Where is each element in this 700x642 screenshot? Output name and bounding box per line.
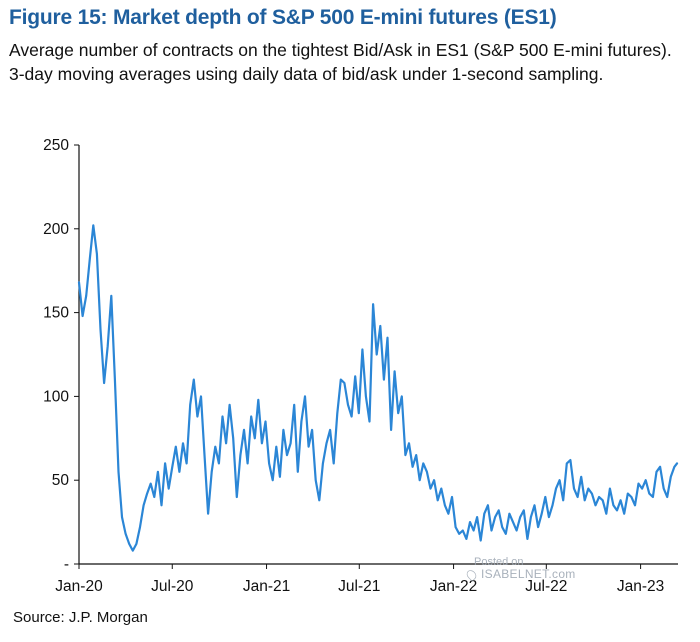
y-axis-ticks: - 50 100 150 200 250 [43,137,79,573]
x-tick-label: Jan-22 [430,578,477,595]
chart-axes [78,145,678,565]
x-tick-label: Jul-21 [338,578,380,595]
figure-subtitle: Average number of contracts on the tight… [9,40,672,84]
x-axis-ticks: Jan-20 Jul-20 Jan-21 Jul-21 Jan-22 Jul-22 Jan-… [55,564,664,595]
watermark-line1: Posted on [474,556,524,568]
figure-title: Figure 15: Market depth of S&P 500 E-min… [9,6,557,29]
y-tick-label: 200 [43,221,69,238]
x-tick-label: Jul-22 [525,578,567,595]
x-tick-label: Jan-20 [55,578,103,595]
y-tick-label: 150 [43,305,69,322]
watermark: Posted on ISABELNET.com [464,556,576,582]
series-line [77,224,679,552]
x-tick-label: Jan-23 [617,578,664,595]
watermark-logo-icon [464,568,479,582]
y-tick-label: - [64,556,69,573]
watermark-brand: ISABELNET.com [481,567,576,581]
y-tick-label: 100 [43,388,69,405]
chart-series [77,224,679,552]
x-tick-label: Jan-21 [243,578,290,595]
y-tick-label: 50 [52,472,70,489]
x-tick-label: Jul-20 [151,578,194,595]
y-tick-label: 250 [43,137,69,154]
source-note: Source: J.P. Morgan [13,609,148,626]
